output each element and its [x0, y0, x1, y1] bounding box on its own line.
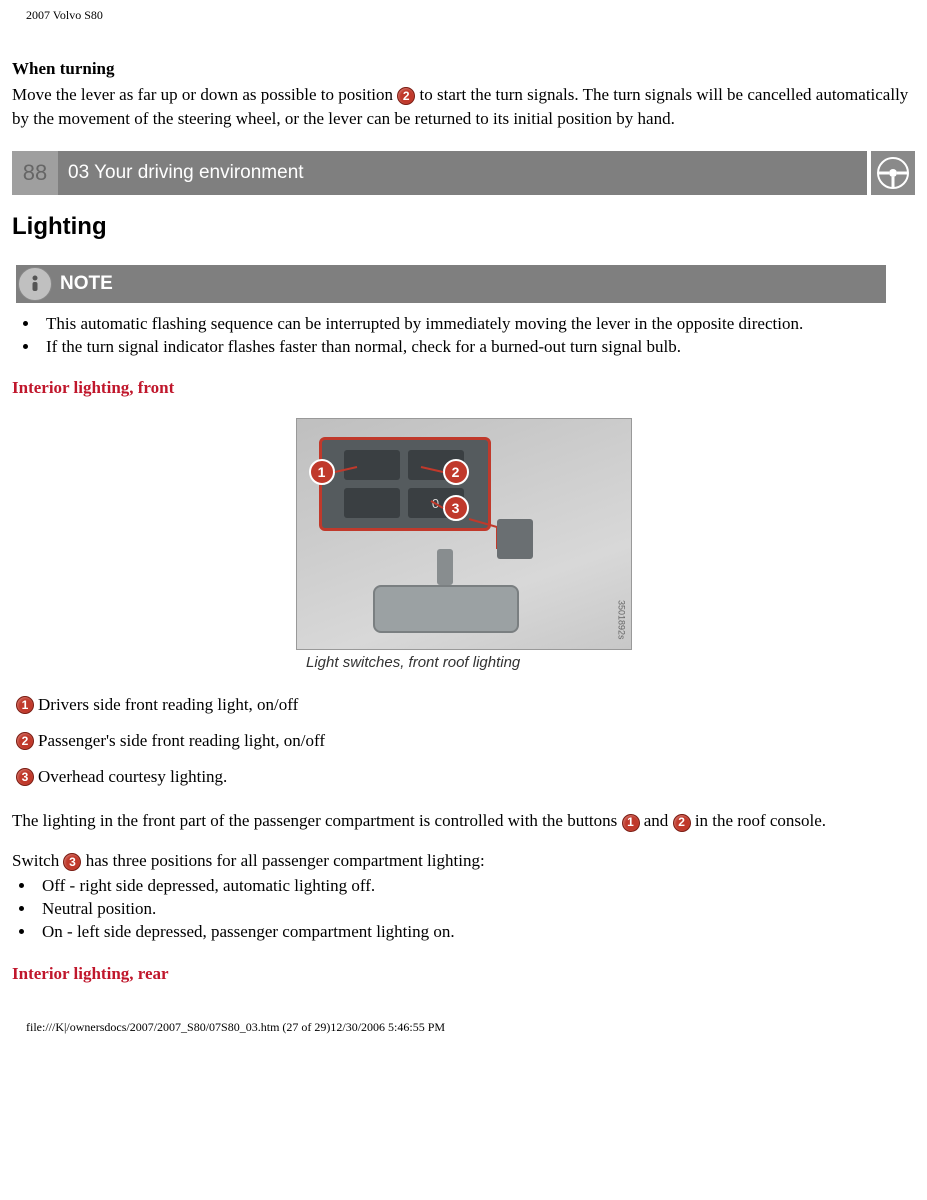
- legend-row-3: 3 Overhead courtesy lighting.: [16, 767, 915, 787]
- position-off: Off - right side depressed, automatic li…: [36, 875, 915, 898]
- note-item-1: This automatic flashing sequence can be …: [40, 313, 911, 336]
- figure-image: 0 1 2 3 3501892s: [296, 418, 632, 650]
- para1-t2: and: [644, 811, 673, 830]
- para2-t2: has three positions for all passenger co…: [86, 851, 485, 870]
- para1-badge-2: 2: [673, 814, 691, 832]
- legend-badge-1: 1: [16, 696, 34, 714]
- legend-row-1: 1 Drivers side front reading light, on/o…: [16, 695, 915, 715]
- figure-caption: Light switches, front roof lighting: [306, 654, 520, 671]
- doc-header: 2007 Volvo S80: [26, 8, 915, 23]
- para2-t1: Switch: [12, 851, 63, 870]
- legend-text-2: Passenger's side front reading light, on…: [38, 731, 325, 751]
- position-on: On - left side depressed, passenger comp…: [36, 921, 915, 944]
- badge-2-inline: 2: [397, 87, 415, 105]
- para2-badge-3: 3: [63, 853, 81, 871]
- position-neutral: Neutral position.: [36, 898, 915, 921]
- para1-t1: The lighting in the front part of the pa…: [12, 811, 622, 830]
- text-part-1: Move the lever as far up or down as poss…: [12, 85, 397, 104]
- mirror-arm: [437, 549, 453, 585]
- para-switch: Switch 3 has three positions for all pas…: [12, 849, 915, 873]
- section-interior-front: Interior lighting, front: [12, 378, 915, 398]
- note-box: NOTE: [16, 265, 886, 303]
- note-header: NOTE: [16, 265, 886, 303]
- info-icon: [18, 267, 52, 301]
- note-label: NOTE: [60, 273, 113, 295]
- chapter-page-num: 88: [12, 151, 58, 195]
- when-turning-heading: When turning: [12, 59, 915, 79]
- rearview-mirror: [373, 585, 519, 633]
- para1-t3: in the roof console.: [695, 811, 826, 830]
- section-interior-rear: Interior lighting, rear: [12, 964, 915, 984]
- figure-code: 3501892s: [617, 600, 627, 640]
- chapter-title: 03 Your driving environment: [58, 151, 867, 195]
- para1-badge-1: 1: [622, 814, 640, 832]
- legend-badge-3: 3: [16, 768, 34, 786]
- note-list: This automatic flashing sequence can be …: [16, 313, 911, 359]
- legend-row-2: 2 Passenger's side front reading light, …: [16, 731, 915, 751]
- footer-path: file:///K|/ownersdocs/2007/2007_S80/07S8…: [26, 1020, 915, 1035]
- when-turning-text: Move the lever as far up or down as poss…: [12, 83, 915, 131]
- lighting-h2: Lighting: [12, 213, 915, 241]
- steering-wheel-icon: [871, 151, 915, 195]
- legend-text-3: Overhead courtesy lighting.: [38, 767, 227, 787]
- figure-light-switches: 0 1 2 3 3501892s Light switches, front r…: [12, 418, 915, 671]
- side-button-block: [497, 519, 533, 559]
- legend-badge-2: 2: [16, 732, 34, 750]
- para-controls: The lighting in the front part of the pa…: [12, 809, 915, 833]
- note-item-2: If the turn signal indicator flashes fas…: [40, 336, 911, 359]
- switch-positions-list: Off - right side depressed, automatic li…: [12, 875, 915, 944]
- chapter-bar: 88 03 Your driving environment: [12, 151, 915, 195]
- legend-text-1: Drivers side front reading light, on/off: [38, 695, 298, 715]
